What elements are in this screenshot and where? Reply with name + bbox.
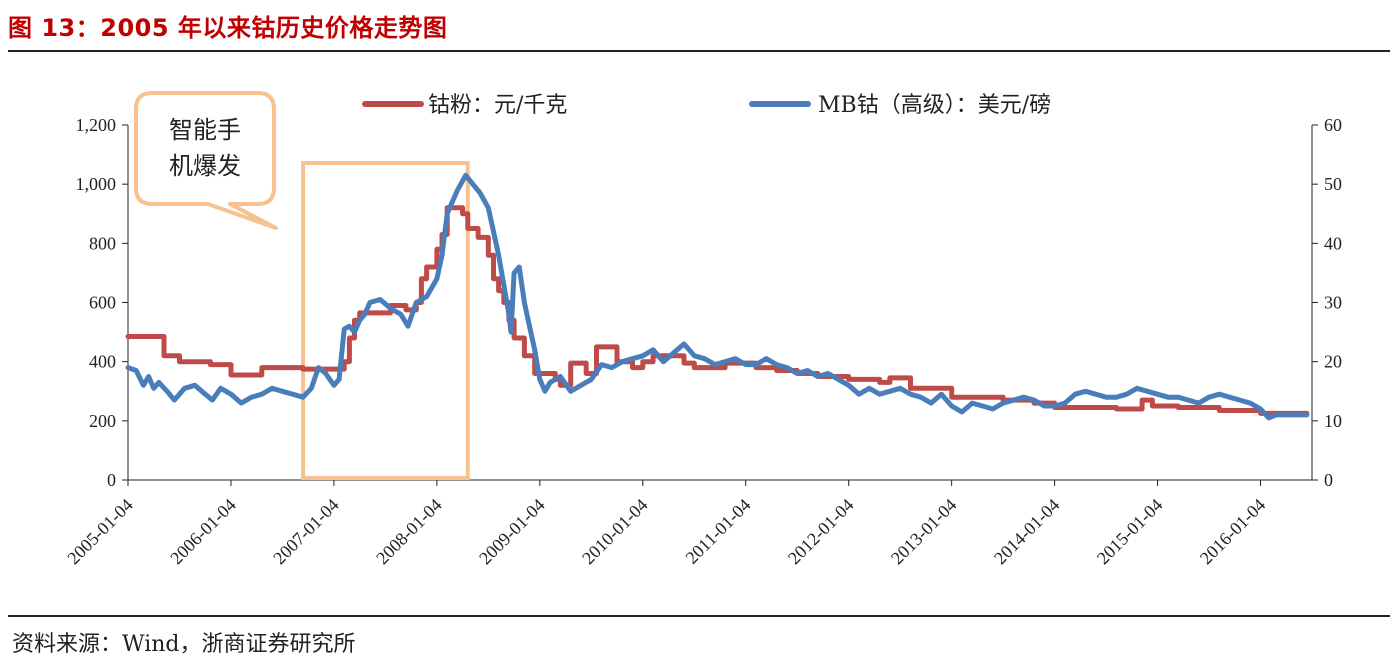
right-tick-label: 20: [1324, 352, 1342, 372]
x-tick-label: 2009-01-04: [475, 495, 549, 569]
callout-shape: [134, 91, 278, 230]
right-tick-label: 40: [1324, 233, 1342, 253]
legend-label: MB钴（高级）：美元/磅: [818, 93, 1051, 118]
left-tick-label: 1,200: [76, 115, 117, 135]
callout-label: 智能手: [169, 116, 241, 144]
series-line-cobalt-powder: [125, 205, 1310, 416]
x-axis-ticks: 2005-01-04 2006-01-04 2007-01-04 2008-01-04…: [63, 480, 1269, 568]
right-tick-label: 10: [1324, 411, 1342, 431]
x-tick-label: 2012-01-04: [784, 495, 858, 569]
left-tick-label: 600: [89, 293, 116, 313]
x-tick-label: 2014-01-04: [990, 495, 1064, 569]
left-tick-label: 800: [89, 233, 116, 253]
left-tick-label: 1,000: [76, 174, 117, 194]
footer-rule: [8, 615, 1390, 617]
x-tick-label: 2008-01-04: [372, 495, 446, 569]
source-note: 资料来源：Wind，浙商证券研究所: [12, 632, 356, 657]
x-tick-label: 2016-01-04: [1196, 495, 1270, 569]
series-lines: [125, 172, 1310, 421]
right-axis-ticks: 0 10 20 30 40 50 60: [1312, 115, 1342, 490]
figure-title: 图 13：2005 年以来钴历史价格走势图: [8, 14, 448, 42]
x-tick-label: 2006-01-04: [166, 495, 240, 569]
right-tick-label: 30: [1324, 293, 1342, 313]
left-tick-label: 400: [89, 352, 116, 372]
right-tick-label: 0: [1324, 470, 1333, 490]
x-tick-label: 2010-01-04: [578, 495, 652, 569]
x-tick-label: 2005-01-04: [63, 495, 137, 569]
right-tick-label: 60: [1324, 115, 1342, 135]
left-tick-label: 200: [89, 411, 116, 431]
series-line-mb-cobalt: [125, 172, 1310, 421]
left-tick-label: 0: [107, 470, 116, 490]
left-axis-ticks: 0 200 400 600 800 1,000 1,200: [76, 115, 128, 490]
legend-label: 钴粉：元/千克: [428, 93, 567, 118]
right-tick-label: 50: [1324, 174, 1342, 194]
callout-label: 机爆发: [169, 152, 241, 180]
chart-axes: [127, 125, 1313, 481]
x-tick-label: 2013-01-04: [887, 495, 961, 569]
highlight-box: [301, 161, 470, 480]
x-tick-label: 2015-01-04: [1093, 495, 1167, 569]
title-rule: [8, 50, 1390, 52]
x-tick-label: 2007-01-04: [269, 495, 343, 569]
chart-legend: 钴粉：元/千克 MB钴（高级）：美元/磅: [362, 93, 1051, 118]
highlight-region: [301, 161, 470, 480]
x-tick-label: 2011-01-04: [682, 495, 755, 568]
